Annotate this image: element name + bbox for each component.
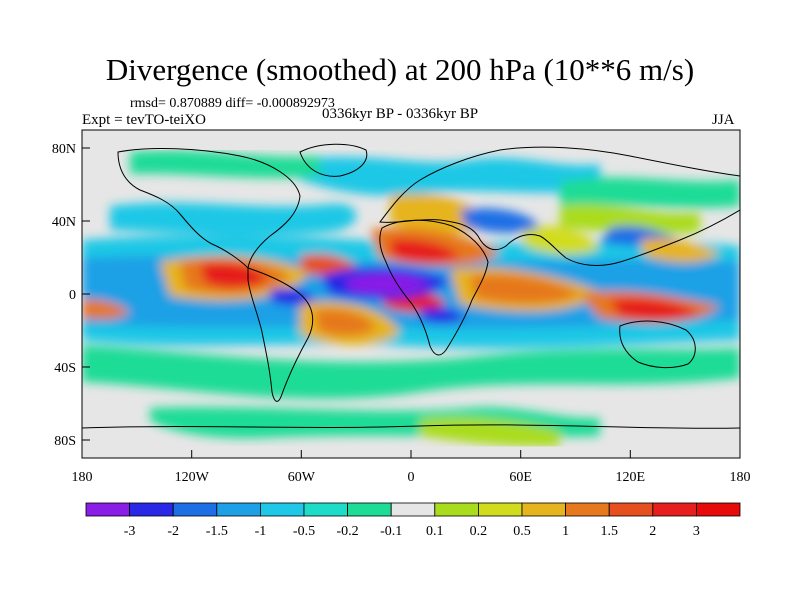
- eurasia-outline: [379, 146, 740, 266]
- colorbar-label: -3: [124, 524, 136, 539]
- colorbar-swatch: [390, 502, 436, 517]
- contour-field: [82, 130, 740, 458]
- colorbar-label: -0.2: [337, 524, 359, 539]
- y-tick-label: 80N: [52, 142, 76, 157]
- colorbar-label: 1: [562, 524, 569, 539]
- experiment-label: Expt = tevTO-teiXO: [82, 112, 206, 128]
- colorbar-swatch: [172, 502, 218, 517]
- colorbar-swatch: [216, 502, 261, 517]
- x-axis-ticks: 180 120W 60W 0 60E 120E 180: [72, 470, 751, 485]
- x-tick-label: 120W: [175, 470, 210, 485]
- x-tick-label: 60E: [509, 470, 532, 485]
- colorbar-label: -0.5: [293, 524, 315, 539]
- x-tick-label: 120E: [616, 470, 646, 485]
- colorbar-label: 0.1: [426, 524, 444, 539]
- continent-outlines: [82, 143, 740, 429]
- colorbar-label: -1: [255, 524, 267, 539]
- colorbar-label: -1.5: [206, 524, 228, 539]
- colorbar-swatch: [565, 502, 610, 517]
- colorbar: [85, 502, 741, 517]
- x-tick-label: 180: [730, 470, 751, 485]
- y-tick-label: 40N: [52, 215, 76, 230]
- colorbar-label: 3: [693, 524, 700, 539]
- greenland-outline: [299, 143, 368, 177]
- colorbar-swatch: [696, 502, 741, 517]
- tick-marks: [81, 147, 741, 458]
- colorbar-swatch: [303, 502, 348, 517]
- colorbar-label: 1.5: [600, 524, 618, 539]
- colorbar-label: 0.5: [513, 524, 531, 539]
- colorbar-swatch: [259, 502, 305, 517]
- season-label: JJA: [712, 112, 735, 128]
- x-tick-label: 0: [408, 470, 415, 485]
- colorbar-swatch: [652, 502, 697, 517]
- south-america-outline: [247, 267, 314, 402]
- colorbar-swatch: [521, 502, 566, 517]
- period-label: 0336kyr BP - 0336kyr BP: [322, 106, 479, 122]
- map-title: Divergence (smoothed) at 200 hPa (10**6 …: [105, 52, 695, 87]
- north-america-outline: [117, 148, 301, 270]
- australia-outline: [619, 320, 696, 369]
- colorbar-swatch: [347, 502, 392, 517]
- x-tick-label: 60W: [288, 470, 316, 485]
- colorbar-label: -2: [167, 524, 179, 539]
- y-axis-ticks: 80N 40N 0 40S 80S: [52, 142, 76, 449]
- colorbar-swatch: [85, 502, 130, 517]
- antarctica-coast: [82, 424, 740, 429]
- y-tick-label: 0: [69, 288, 76, 303]
- y-tick-label: 40S: [54, 361, 76, 376]
- colorbar-label: 2: [649, 524, 656, 539]
- rmsd-diff-stats: rmsd= 0.870889 diff= -0.000892973: [130, 96, 335, 111]
- colorbar-label: -0.1: [380, 524, 402, 539]
- colorbar-swatch: [477, 502, 523, 517]
- colorbar-swatch: [608, 502, 654, 517]
- colorbar-swatch: [434, 502, 479, 517]
- y-tick-label: 80S: [54, 434, 76, 449]
- africa-outline: [379, 219, 489, 356]
- x-tick-label: 180: [72, 470, 93, 485]
- colorbar-label: 0.2: [470, 524, 488, 539]
- colorbar-labels: -3 -2 -1.5 -1 -0.5 -0.2 -0.1 0.1 0.2 0.5 1 1.5 2 3: [124, 524, 700, 539]
- colorbar-swatch: [129, 502, 174, 517]
